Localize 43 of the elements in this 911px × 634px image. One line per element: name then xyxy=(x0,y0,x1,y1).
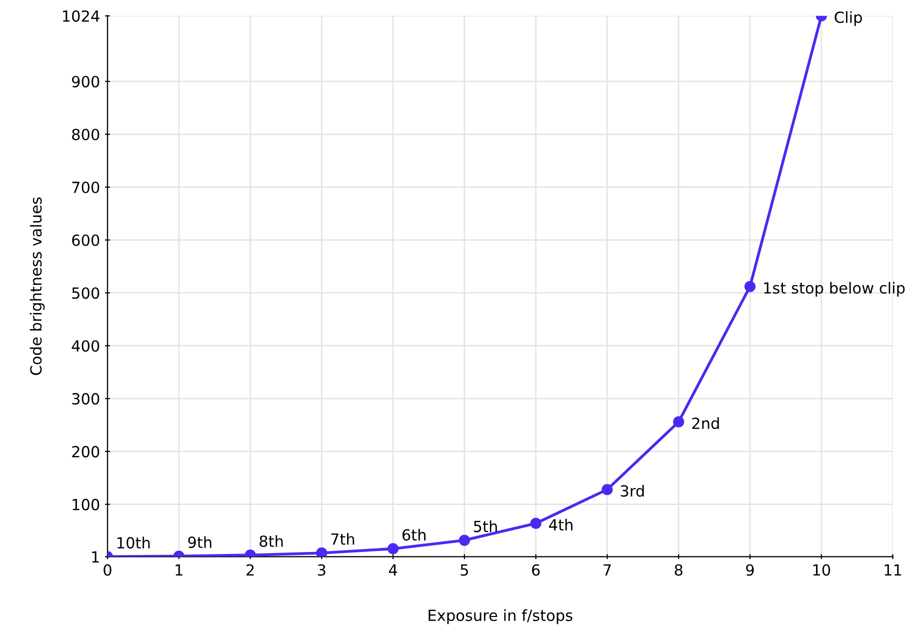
y-tick-label: 700 xyxy=(72,182,100,194)
annotation: 2nd xyxy=(692,417,719,430)
y-tick-label: 200 xyxy=(72,446,100,458)
x-tick-label: 10 xyxy=(813,564,830,576)
x-tick-label: 1 xyxy=(176,564,182,576)
x-tick-label: 5 xyxy=(460,564,468,576)
annotation: 7th xyxy=(331,533,354,545)
annotation: 10th xyxy=(118,536,150,549)
y-tick-label: 800 xyxy=(72,128,100,140)
y-tick-label: 300 xyxy=(72,393,100,405)
x-tick-label: 0 xyxy=(104,564,112,576)
y-tick-label: 500 xyxy=(72,287,100,299)
annotation: 3rd xyxy=(620,484,644,497)
y-tick-label: 600 xyxy=(72,234,100,246)
x-tick-label: 6 xyxy=(532,564,540,576)
x-tick-label: 4 xyxy=(388,564,398,576)
annotation: 6th xyxy=(402,528,426,541)
x-tick-label: 8 xyxy=(674,564,682,576)
point xyxy=(530,518,542,529)
point xyxy=(388,543,399,554)
y-tick-label: 1 xyxy=(92,551,99,562)
point xyxy=(602,484,613,496)
point xyxy=(673,416,684,428)
annotation: 8th xyxy=(260,535,283,547)
point xyxy=(458,534,470,546)
x-tick-label: 9 xyxy=(746,564,754,576)
point xyxy=(316,547,328,557)
x-tick-label: 2 xyxy=(246,564,254,576)
point xyxy=(744,280,756,292)
x-axis-title: Exposure in f/stops xyxy=(428,609,572,624)
y-tick-label: 400 xyxy=(72,340,100,352)
annotation: 4th xyxy=(549,518,572,530)
y-tick-label: 100 xyxy=(72,498,100,510)
annotation: 5th xyxy=(474,520,497,532)
y-tick-label: 1024 xyxy=(63,10,100,22)
x-tick-label: 3 xyxy=(318,564,326,576)
annotation: 1st stop below clip xyxy=(764,282,905,297)
annotation: 9th xyxy=(188,536,212,548)
annotation: Clip xyxy=(834,11,862,26)
y-tick-label: 900 xyxy=(72,76,100,88)
y-axis-title: Code brightness values xyxy=(30,197,45,375)
x-tick-label: 11 xyxy=(884,564,902,576)
x-tick-label: 7 xyxy=(604,564,611,576)
